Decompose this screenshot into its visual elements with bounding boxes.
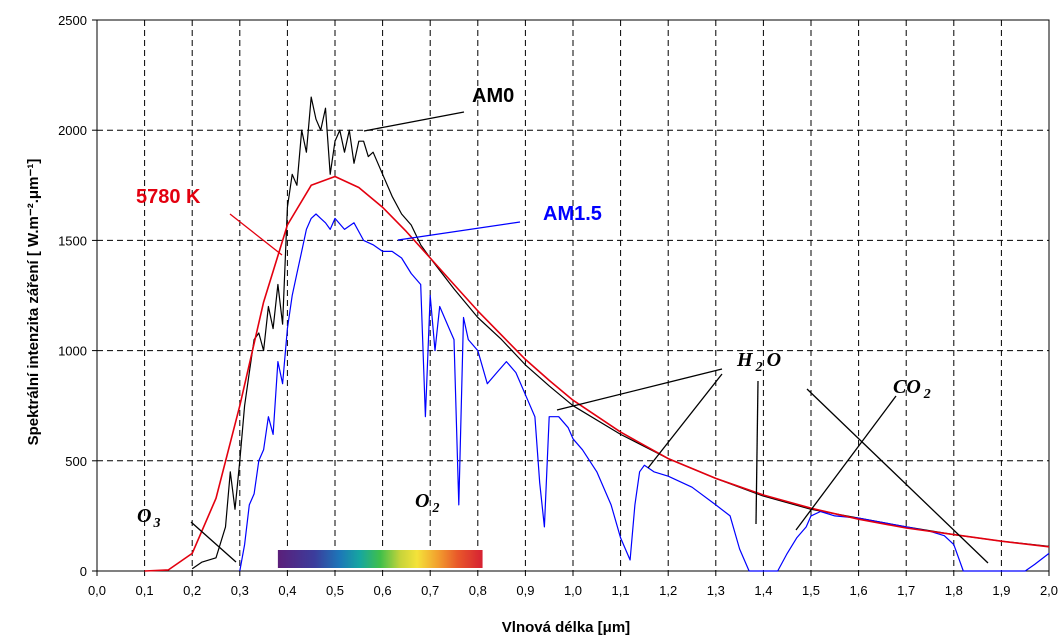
o3-arrow xyxy=(190,521,237,563)
h2o-arrow-3 xyxy=(755,380,759,525)
t5780-arrow xyxy=(229,213,283,256)
x-tick-label: 0,1 xyxy=(136,583,154,598)
y-tick-label: 2500 xyxy=(58,13,87,28)
x-tick-label: 0,8 xyxy=(469,583,487,598)
x-tick-label: 0,6 xyxy=(374,583,392,598)
am15-arrow xyxy=(397,221,521,241)
x-tick-label: 1,7 xyxy=(897,583,915,598)
x-tick-label: 0,7 xyxy=(421,583,439,598)
h2o-arrow-4 xyxy=(806,388,989,564)
x-tick-label: 1,5 xyxy=(802,583,820,598)
y-tick-label: 2000 xyxy=(58,123,87,138)
series-line-am1-5 xyxy=(239,213,1050,572)
x-tick-label: 0,4 xyxy=(278,583,296,598)
h2o-arrow-1 xyxy=(556,368,723,411)
x-tick-label: 1,3 xyxy=(707,583,725,598)
y-tick-label: 1000 xyxy=(58,344,87,359)
co2-arrow xyxy=(795,395,897,531)
y-tick-label: 0 xyxy=(80,564,87,579)
y-axis-title: Spektrální intenzita záření [ W.m⁻².μm⁻¹… xyxy=(25,159,42,446)
x-tick-label: 1,9 xyxy=(992,583,1010,598)
x-tick-label: 2,0 xyxy=(1040,583,1058,598)
x-tick-label: 1,1 xyxy=(612,583,630,598)
t5780-label: 5780 K xyxy=(136,186,201,208)
x-tick-label: 1,2 xyxy=(659,583,677,598)
am15-label: AM1.5 xyxy=(543,203,602,225)
x-tick-label: 1,0 xyxy=(564,583,582,598)
x-tick-label: 1,4 xyxy=(754,583,772,598)
x-tick-label: 1,8 xyxy=(945,583,963,598)
y-tick-label: 500 xyxy=(65,454,87,469)
x-tick-label: 0,2 xyxy=(183,583,201,598)
h2o-arrow-2 xyxy=(647,373,723,469)
y-axis-ticks: 0 500 1000 1500 2000 2500 xyxy=(58,13,97,579)
x-tick-label: 0,3 xyxy=(231,583,249,598)
x-axis-title: Vlnová délka [μm] xyxy=(502,619,630,636)
x-tick-label: 0,9 xyxy=(516,583,534,598)
co2-label: CO 2 xyxy=(893,376,931,402)
x-tick-label: 0,0 xyxy=(88,583,106,598)
grid xyxy=(97,20,1049,571)
x-tick-label: 0,5 xyxy=(326,583,344,598)
annotation-arrows xyxy=(190,111,989,564)
am0-arrow xyxy=(363,111,465,132)
x-tick-label: 1,6 xyxy=(850,583,868,598)
am0-label: AM0 xyxy=(472,85,514,107)
y-tick-label: 1500 xyxy=(58,233,87,248)
x-axis-ticks: 0,0 0,1 0,2 0,3 0,4 0,5 0,6 0,7 0,8 0,9 1,0 1,1 1,2 1… xyxy=(88,571,1058,598)
series-group xyxy=(144,96,1050,572)
visible-spectrum-bar xyxy=(277,550,483,568)
series-line-5780-k xyxy=(144,175,1050,572)
